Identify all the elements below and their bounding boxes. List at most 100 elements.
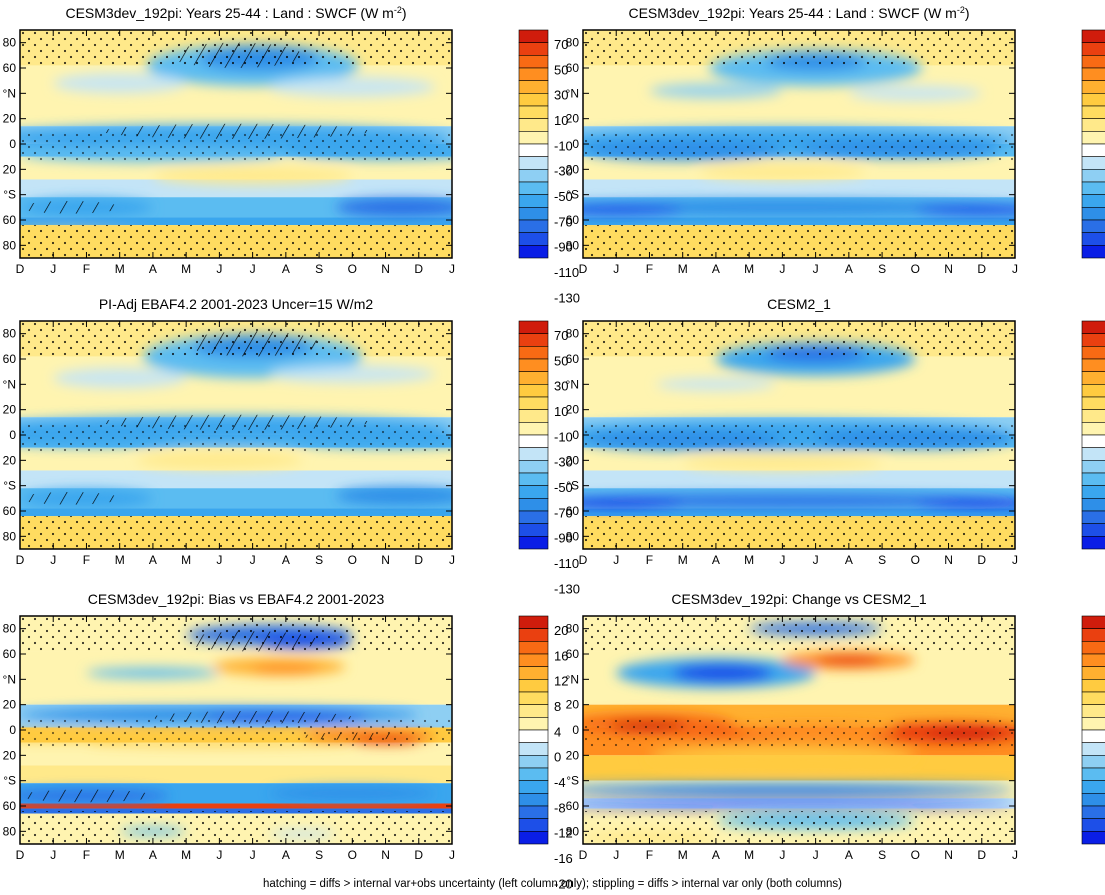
y-tick-label: 60 <box>566 61 580 75</box>
y-tick-label: 0 <box>9 137 16 151</box>
y-tick-label: 20 <box>3 453 17 467</box>
colorbar-swatch <box>518 767 549 781</box>
colorbar-label: 70 <box>554 328 568 343</box>
lat-band <box>583 397 1015 418</box>
x-tick-label: M <box>115 848 125 862</box>
stipple-region <box>20 811 452 844</box>
contour-region <box>583 204 683 215</box>
colorbar-swatch <box>518 320 549 334</box>
contour-region <box>53 73 187 94</box>
colorbar-swatch <box>518 143 549 157</box>
y-tick-label: °S <box>566 774 579 788</box>
colorbar-label: -70 <box>554 214 573 229</box>
y-tick-label: 80 <box>3 529 17 543</box>
x-tick-label: A <box>282 848 290 862</box>
colorbar-swatch <box>518 156 549 170</box>
colorbar-swatch <box>1081 447 1105 461</box>
x-tick-label: S <box>878 848 886 862</box>
x-tick-label: J <box>216 262 222 276</box>
x-tick-label: D <box>579 848 588 862</box>
panel-title: CESM3dev_192pi: Years 25-44 : Land : SWC… <box>65 5 406 21</box>
y-tick-label: °N <box>3 672 16 686</box>
colorbar-swatch <box>1081 755 1105 769</box>
contour-region <box>649 83 783 99</box>
colorbar-swatch <box>1081 80 1105 94</box>
colorbar-swatch <box>1081 320 1105 334</box>
x-tick-label: J <box>1012 553 1018 567</box>
panel-p1: CESM3dev_192pi: Years 25-44 : Land : SWC… <box>3 5 581 305</box>
contour-region <box>252 664 320 675</box>
lat-band <box>583 106 1015 127</box>
colorbar-swatch <box>1081 523 1105 537</box>
contour-region <box>269 76 436 98</box>
panel-p4: CESM2_1 80 60 °N 20 0 20 °S 60 80 D J F M A M J J A S O N D J 70… <box>566 296 1105 567</box>
colorbar-swatch <box>1081 818 1105 832</box>
colorbar-swatch <box>1081 143 1105 157</box>
colorbar-swatch <box>518 510 549 524</box>
stipple-region <box>583 131 1015 163</box>
hatch-region <box>103 414 369 430</box>
y-tick-label: 60 <box>3 213 17 227</box>
x-tick-label: A <box>282 262 290 276</box>
y-tick-label: °N <box>566 377 579 391</box>
colorbar-swatch <box>1081 780 1105 794</box>
x-tick-label: D <box>977 553 986 567</box>
colorbar-label: 50 <box>554 353 568 368</box>
panel-title: CESM2_1 <box>767 296 831 312</box>
y-tick-label: °S <box>566 479 579 493</box>
x-tick-label: F <box>83 848 90 862</box>
panel-title: PI-Adj EBAF4.2 2001-2023 Uncer=15 W/m2 <box>99 296 374 312</box>
colorbar-swatch <box>1081 131 1105 145</box>
colorbar-swatch <box>518 615 549 629</box>
x-tick-label: S <box>315 262 323 276</box>
colorbar-swatch <box>518 118 549 132</box>
stipple-region <box>20 225 452 258</box>
colorbar-swatch <box>1081 498 1105 512</box>
panel-p2: CESM3dev_192pi: Years 25-44 : Land : SWC… <box>566 5 1105 276</box>
colorbar-swatch <box>518 818 549 832</box>
contour-region <box>269 365 436 384</box>
y-tick-label: 60 <box>566 352 580 366</box>
x-tick-label: D <box>16 553 25 567</box>
colorbar-swatch <box>1081 93 1105 107</box>
x-tick-label: A <box>712 262 720 276</box>
contour-region <box>656 378 776 391</box>
stipple-region <box>583 422 1015 454</box>
colorbar-swatch <box>1081 219 1105 233</box>
colorbar-swatch <box>518 346 549 360</box>
x-tick-label: N <box>944 262 953 276</box>
lat-band <box>583 470 1015 489</box>
contour-region <box>53 367 187 389</box>
colorbar-swatch <box>1081 181 1105 195</box>
colorbar-swatch <box>1081 742 1105 756</box>
colorbar-swatch <box>518 805 549 819</box>
lat-band <box>20 808 452 814</box>
colorbar-swatch <box>1081 472 1105 486</box>
colorbar-label: -20 <box>554 876 573 891</box>
colorbar-swatch <box>1081 169 1105 183</box>
colorbar-swatch <box>1081 434 1105 448</box>
colorbar-swatch <box>518 653 549 667</box>
colorbar-label: -110 <box>554 556 579 571</box>
x-tick-label: M <box>678 848 688 862</box>
colorbar-swatch <box>518 780 549 794</box>
x-tick-label: F <box>646 262 653 276</box>
contour-region <box>815 655 883 666</box>
hatch-region <box>186 331 320 357</box>
y-tick-label: 0 <box>9 428 16 442</box>
stipple-region <box>583 321 1015 357</box>
y-tick-label: 60 <box>566 504 580 518</box>
colorbar-label: -4 <box>554 775 566 790</box>
colorbar-swatch <box>1081 346 1105 360</box>
x-tick-label: M <box>744 262 754 276</box>
x-tick-label: A <box>282 553 290 567</box>
colorbar-swatch <box>1081 333 1105 347</box>
lat-band <box>20 692 452 705</box>
colorbar-label: -30 <box>554 164 573 179</box>
lat-band <box>20 803 452 809</box>
colorbar-swatch <box>1081 510 1105 524</box>
colorbar-swatch <box>1081 67 1105 81</box>
colorbar-swatch <box>1081 422 1105 436</box>
